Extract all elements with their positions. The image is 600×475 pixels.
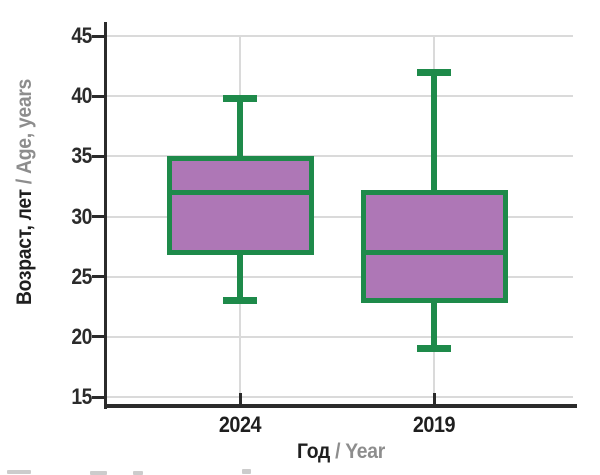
whisker-cap-min-2024: [223, 297, 257, 305]
x-tick-2024: [238, 393, 242, 406]
whisker-upper-2019: [431, 72, 437, 193]
y-tick-label-15: 15: [71, 384, 92, 409]
whisker-cap-max-2019: [417, 68, 451, 76]
y-axis-title-english: Age, years: [13, 78, 36, 174]
y-tick-label-40: 40: [71, 83, 92, 109]
whisker-lower-2024: [237, 252, 243, 301]
cropped-text-artifact: [242, 469, 251, 474]
y-tick-label-20: 20: [71, 323, 92, 349]
x-tick-label-2024: 2024: [218, 412, 262, 437]
median-2024: [166, 189, 314, 195]
y-axis-title: Возраст, лет / Age, years: [13, 79, 37, 305]
cropped-text-artifact: [133, 471, 143, 475]
whisker-upper-2024: [237, 98, 243, 159]
y-gridline-15: [106, 396, 573, 398]
y-tick-25: [92, 275, 104, 279]
whisker-cap-min-2019: [417, 345, 451, 353]
y-tick-40: [92, 94, 104, 98]
y-tick-20: [92, 335, 104, 339]
y-axis-title-separator: /: [13, 173, 36, 190]
x-axis-title-english: Year: [345, 440, 385, 463]
y-gridline-35: [106, 155, 573, 158]
y-tick-label-35: 35: [71, 143, 92, 169]
median-2019: [360, 250, 508, 256]
box-2024: [166, 156, 314, 256]
y-tick-15: [92, 395, 104, 399]
whisker-lower-2019: [431, 300, 437, 349]
y-gridline-25: [106, 275, 573, 278]
cropped-text-artifact: [7, 470, 31, 474]
x-tick-label-2019: 2019: [412, 412, 456, 437]
y-axis-title-russian: Возраст, лет: [13, 189, 36, 306]
x-axis-title-separator: /: [329, 440, 346, 463]
y-tick-30: [92, 215, 104, 218]
cropped-text-artifact: [90, 471, 107, 475]
y-tick-label-30: 30: [71, 203, 92, 229]
y-gridline-20: [106, 335, 573, 338]
y-tick-35: [92, 154, 104, 158]
y-tick-45: [92, 34, 104, 38]
x-axis-spine: [104, 404, 577, 408]
y-gridline-45: [106, 35, 573, 37]
x-tick-2019: [432, 393, 436, 406]
y-gridline-40: [106, 95, 573, 98]
x-axis-title: Год / Year: [297, 440, 385, 464]
box-2019: [360, 189, 508, 304]
y-gridline-30: [106, 215, 573, 218]
y-axis-spine: [104, 22, 107, 409]
y-tick-label-45: 45: [71, 23, 92, 48]
x-axis-title-russian: Год: [297, 440, 330, 463]
y-tick-label-25: 25: [71, 263, 92, 289]
whisker-cap-max-2024: [223, 95, 257, 103]
